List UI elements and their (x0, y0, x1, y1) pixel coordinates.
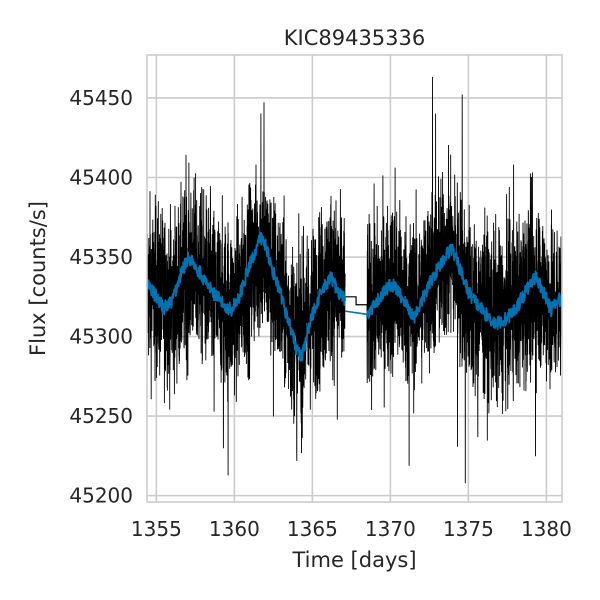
y-tick-labels: 45200 45250 45300 45350 45400 45450 (69, 86, 133, 508)
x-tick-label: 1365 (287, 517, 338, 541)
x-tick-label: 1360 (209, 517, 260, 541)
y-tick-label: 45300 (69, 325, 133, 349)
chart-title: KIC89435336 (284, 26, 426, 50)
y-tick-label: 45350 (69, 245, 133, 269)
binned-gap-line (345, 310, 368, 316)
x-axis-label: Time [days] (291, 548, 416, 572)
y-tick-label: 45450 (69, 86, 133, 110)
raw-flux-series (146, 76, 563, 484)
y-tick-label: 45200 (69, 484, 133, 508)
binned-flux-series (146, 231, 563, 362)
x-tick-label: 1355 (131, 517, 182, 541)
binned-flux-segment (366, 243, 563, 331)
binned-flux-segment (146, 231, 346, 362)
x-tick-label: 1375 (443, 517, 494, 541)
plot-frame (146, 54, 563, 503)
y-tick-label: 45400 (69, 165, 133, 189)
raw-flux-segment (366, 76, 563, 484)
x-tick-label: 1380 (521, 517, 572, 541)
y-tick-label: 45250 (69, 404, 133, 428)
x-tick-labels: 1355 1360 1365 1370 1375 1380 (131, 517, 572, 541)
raw-gap-step (345, 296, 367, 306)
x-tick-label: 1370 (365, 517, 416, 541)
y-axis-label: Flux [counts/s] (26, 201, 50, 356)
